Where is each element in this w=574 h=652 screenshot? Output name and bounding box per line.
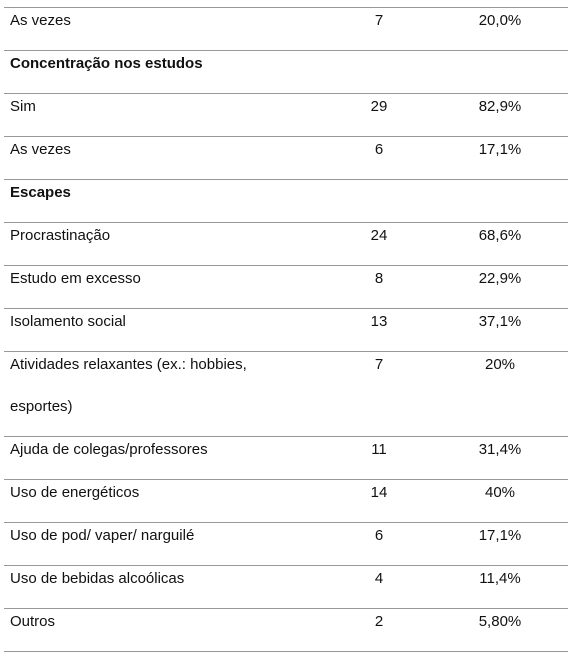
cell-text: 20% [484,356,516,373]
cell-text: 17,1% [478,527,522,544]
table-row: Procrastinação 24 68,6% [4,222,568,266]
cell-text: Ajuda de colegas/professores [10,441,208,458]
label-cell: Sim [4,93,310,137]
cell-text: 22,9% [478,270,522,287]
cell-text: As vezes [10,141,71,158]
cell-text: Atividades relaxantes (ex.: hobbies, esp… [10,356,247,415]
label-cell: Isolamento social [4,308,310,352]
count-cell: 24 [310,222,448,266]
table-row: Outros 2 5,80% [4,608,568,652]
count-cell: 7 [310,351,448,437]
cell-text: Uso de bebidas alcoólicas [10,570,185,587]
cell-text: As vezes [10,12,71,29]
cell-text: 13 [370,313,388,330]
percent-cell: 22,9% [448,265,568,309]
cell-text: 4 [374,570,384,587]
label-cell: Ajuda de colegas/professores [4,436,310,480]
cell-text: 11,4% [479,570,521,587]
count-cell: 6 [310,136,448,180]
cell-text: Concentração nos estudos [10,55,203,72]
percent-cell: 11,4% [448,565,568,609]
label-cell: Outros [4,608,310,652]
cell-text: 68,6% [478,227,522,244]
percent-cell: 17,1% [448,136,568,180]
count-cell: 6 [310,522,448,566]
percent-cell: 82,9% [448,93,568,137]
cell-text: 20,0% [478,12,522,29]
percent-cell: 40% [448,479,568,523]
count-cell: 29 [310,93,448,137]
label-cell: As vezes [4,7,310,51]
cell-text: Sim [10,98,36,115]
count-cell: 14 [310,479,448,523]
cell-text: 8 [374,270,384,287]
table-row: Ajuda de colegas/professores 11 31,4% [4,436,568,480]
cell-text: 14 [370,484,388,501]
label-cell: Procrastinação [4,222,310,266]
table-row: Uso de energéticos 14 40% [4,479,568,523]
cell-text: Escapes [10,184,71,201]
cell-text: 82,9% [478,98,522,115]
cell-text: 29 [370,98,388,115]
cell-text: 6 [374,141,384,158]
table-row: Uso de pod/ vaper/ narguilé 6 17,1% [4,522,568,566]
table-row: Uso de bebidas alcoólicas 4 11,4% [4,565,568,609]
label-cell: Atividades relaxantes (ex.: hobbies, esp… [4,351,310,437]
data-table: As vezes 7 20,0% Concentração nos estudos Si… [4,7,568,652]
cell-text: 31,4% [478,441,522,458]
cell-text: 5,80% [478,613,522,630]
cell-text: Uso de energéticos [10,484,140,501]
label-cell: Uso de pod/ vaper/ narguilé [4,522,310,566]
percent-cell: 5,80% [448,608,568,652]
cell-text: Outros [10,613,56,630]
table-row: Escapes [4,179,568,223]
cell-text: Procrastinação [10,227,111,244]
cell-text: 37,1% [478,313,522,330]
section-header: Concentração nos estudos [4,50,568,94]
cell-text: 24 [370,227,388,244]
cell-text: 2 [374,613,384,630]
label-cell: As vezes [4,136,310,180]
count-cell: 2 [310,608,448,652]
label-cell: Uso de bebidas alcoólicas [4,565,310,609]
cell-text: 7 [374,12,384,29]
cell-text: Isolamento social [10,313,126,330]
count-cell: 13 [310,308,448,352]
percent-cell: 20% [448,351,568,437]
cell-text: 11 [371,441,387,458]
table-body: As vezes 7 20,0% Concentração nos estudos Si… [4,7,568,652]
count-cell: 7 [310,7,448,51]
table-row: As vezes 7 20,0% [4,7,568,51]
percent-cell: 68,6% [448,222,568,266]
table-row: Sim 29 82,9% [4,93,568,137]
section-header: Escapes [4,179,568,223]
cell-text: 40% [484,484,516,501]
cell-text: 7 [374,356,384,373]
percent-cell: 20,0% [448,7,568,51]
table-row: Concentração nos estudos [4,50,568,94]
cell-text: 6 [374,527,384,544]
percent-cell: 17,1% [448,522,568,566]
label-cell: Uso de energéticos [4,479,310,523]
table-row: Estudo em excesso 8 22,9% [4,265,568,309]
percent-cell: 31,4% [448,436,568,480]
count-cell: 11 [310,436,448,480]
label-cell: Estudo em excesso [4,265,310,309]
percent-cell: 37,1% [448,308,568,352]
count-cell: 8 [310,265,448,309]
cell-text: Estudo em excesso [10,270,141,287]
table-row: Atividades relaxantes (ex.: hobbies, esp… [4,351,568,437]
table-row: As vezes 6 17,1% [4,136,568,180]
count-cell: 4 [310,565,448,609]
cell-text: Uso de pod/ vaper/ narguilé [10,527,195,544]
table-row: Isolamento social 13 37,1% [4,308,568,352]
cell-text: 17,1% [478,141,522,158]
